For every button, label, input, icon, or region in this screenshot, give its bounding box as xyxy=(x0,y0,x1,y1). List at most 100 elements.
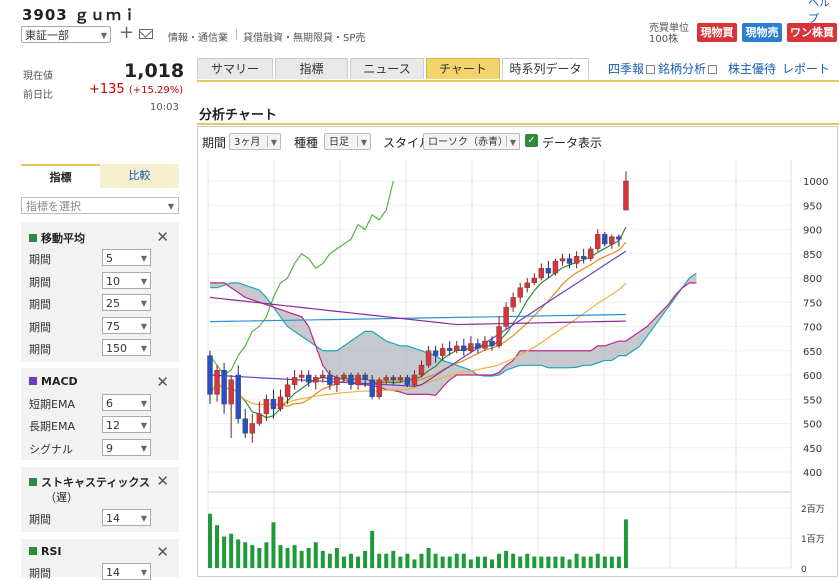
volume-bar xyxy=(419,553,424,568)
tab-timeseries[interactable]: 時系列データ xyxy=(502,58,589,79)
tab-chart[interactable]: チャート xyxy=(426,58,500,79)
cash-sell-button[interactable]: 現物売 xyxy=(742,23,782,42)
chevron-down-icon: ▼ xyxy=(140,322,147,331)
link-analysis[interactable]: 銘柄分析 xyxy=(658,60,718,77)
candle-body xyxy=(411,374,418,385)
checkbox-checked-icon[interactable]: ✓ xyxy=(525,134,538,147)
volume-bar xyxy=(264,542,269,568)
volume-bar xyxy=(602,556,607,568)
period-input[interactable]: 25 ▼ xyxy=(102,294,151,311)
volume-bar xyxy=(553,556,558,568)
period-input[interactable]: 5 ▼ xyxy=(102,249,151,266)
volume-bar xyxy=(384,553,389,568)
one-share-buy-button[interactable]: ワン株買 xyxy=(787,23,837,42)
volume-bar xyxy=(426,548,431,568)
row-label: 期間 xyxy=(29,253,51,266)
close-icon[interactable]: ✕ xyxy=(156,373,169,391)
close-icon[interactable]: ✕ xyxy=(156,543,169,561)
row-label: 期間 xyxy=(29,513,51,526)
candle-body xyxy=(559,258,566,262)
add-icon[interactable]: + xyxy=(119,22,135,43)
panel-title-text: 移動平均 xyxy=(41,232,85,245)
panel-title-text: ストキャスティックス xyxy=(41,476,151,489)
tab-compare[interactable]: 比較 xyxy=(100,164,179,188)
candle-body xyxy=(489,340,495,347)
candle-body xyxy=(270,399,277,410)
candle-body xyxy=(390,377,397,381)
close-icon[interactable]: ✕ xyxy=(156,228,169,246)
candle-body xyxy=(404,377,411,385)
volume-bar xyxy=(518,556,523,568)
period-select[interactable]: 3ヶ月 ▼ xyxy=(229,133,281,150)
period-input[interactable]: 150 ▼ xyxy=(102,339,151,356)
price-tick-label: 500 xyxy=(803,420,822,431)
link-report[interactable]: レポート xyxy=(782,62,831,76)
candle-body xyxy=(580,255,587,259)
period-input[interactable]: 14 ▼ xyxy=(102,563,151,580)
trade-unit: 売買単位 100株 xyxy=(649,23,689,45)
candle-body xyxy=(291,377,298,385)
tab-news[interactable]: ニュース xyxy=(350,58,424,79)
volume-bar xyxy=(440,556,445,568)
volume-bar xyxy=(327,553,332,568)
indicator-select[interactable]: 指標を選択 ▼ xyxy=(21,197,179,214)
volume-bar xyxy=(581,556,586,568)
mail-icon[interactable] xyxy=(139,29,153,39)
volume-bar xyxy=(271,522,276,568)
cash-buy-button[interactable]: 現物買 xyxy=(697,23,737,42)
data-display-label: データ表示 xyxy=(542,136,603,150)
volume-bar xyxy=(497,553,502,568)
candle-body xyxy=(207,355,213,395)
chevron-down-icon: ▼ xyxy=(140,444,147,453)
candle-body xyxy=(602,234,608,245)
row-label: 期間 xyxy=(29,343,51,356)
panel-title-text: MACD xyxy=(41,375,78,388)
volume-bar xyxy=(285,548,290,568)
conversion-line xyxy=(209,250,627,387)
style-select[interactable]: ローソク（赤青） ▼ xyxy=(423,133,520,150)
legend-swatch xyxy=(29,547,37,555)
link-benefits[interactable]: 株主優待 xyxy=(728,62,777,76)
candle-body xyxy=(510,297,516,308)
candle-body xyxy=(348,374,354,385)
candle-body xyxy=(334,377,340,385)
candle-body xyxy=(552,260,559,274)
ema-short-input[interactable]: 6 ▼ xyxy=(102,394,151,411)
volume-bar xyxy=(222,536,227,568)
chevron-down-icon: ▼ xyxy=(270,138,277,147)
panel-title: MACD xyxy=(29,375,78,388)
link-shikiho[interactable]: 四季報 xyxy=(608,60,656,77)
volume-bar xyxy=(447,556,452,568)
type-select[interactable]: 日足 ▼ xyxy=(324,133,371,150)
candle-body xyxy=(313,377,319,383)
help-link[interactable]: ヘルプ xyxy=(808,0,830,25)
ichimoku-cloud xyxy=(210,273,697,396)
chevron-down-icon: ▼ xyxy=(360,138,367,147)
tabs-underline xyxy=(197,80,839,82)
candle-body xyxy=(242,418,248,434)
signal-input[interactable]: 9 ▼ xyxy=(102,439,151,456)
tab-indicators-sidebar[interactable]: 指標 xyxy=(21,164,100,188)
volume-bar xyxy=(208,513,212,568)
section-title: 分析チャート xyxy=(199,108,277,123)
row-label: 短期EMA xyxy=(29,398,75,411)
row-label: 期間 xyxy=(29,298,51,311)
price-chart[interactable]: 1000 950 900 850 800 750 700 650 600 550 500 450 400… xyxy=(198,150,838,577)
period-input[interactable]: 14 ▼ xyxy=(102,509,151,526)
section-underline xyxy=(197,123,839,125)
price-tick-label: 650 xyxy=(803,347,822,358)
close-icon[interactable]: ✕ xyxy=(156,472,169,490)
market-select[interactable]: 東証一部 ▼ xyxy=(21,26,111,43)
period-input[interactable]: 10 ▼ xyxy=(102,272,151,289)
ma-75-line xyxy=(209,313,626,323)
tab-summary[interactable]: サマリー xyxy=(197,58,273,79)
ema-long-input[interactable]: 12 ▼ xyxy=(102,416,151,433)
period-input-value: 5 xyxy=(106,252,113,265)
candle-body xyxy=(595,234,601,250)
tab-indicators[interactable]: 指標 xyxy=(275,58,348,79)
external-window-icon xyxy=(708,65,718,74)
chevron-down-icon: ▼ xyxy=(140,399,147,408)
volume-bar xyxy=(560,556,565,568)
period-input[interactable]: 75 ▼ xyxy=(102,317,151,334)
ma-150-line xyxy=(209,296,626,326)
